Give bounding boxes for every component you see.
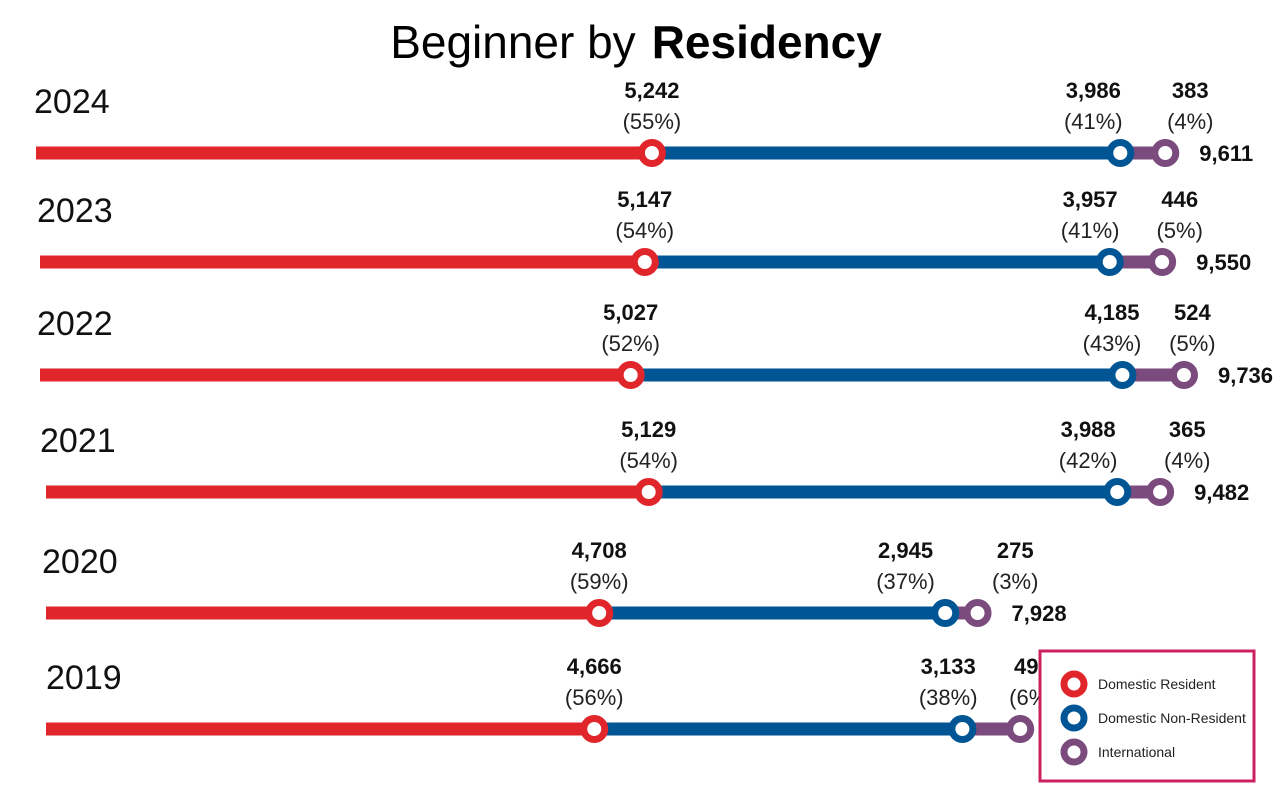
percent-label-domestic-non-resident: (43%) [1083, 331, 1142, 356]
marker-domestic-resident [580, 715, 609, 743]
marker-domestic-non-resident [1108, 361, 1137, 389]
chart-title-emphasis: Residency [652, 16, 883, 68]
percent-label-domestic-non-resident: (38%) [919, 685, 978, 710]
marker-international [1151, 139, 1180, 167]
percent-label-domestic-resident: (55%) [623, 109, 682, 134]
total-label: 7,928 [1012, 601, 1067, 626]
percent-label-domestic-resident: (54%) [615, 218, 674, 243]
total-label: 9,550 [1196, 250, 1251, 275]
value-label-domestic-resident: 5,129 [621, 417, 676, 442]
marker-international [963, 599, 992, 627]
total-label: 9,736 [1218, 363, 1273, 388]
value-label-international: 275 [997, 538, 1034, 563]
year-label: 2022 [37, 305, 113, 343]
row-2021: 2021 5,129 (54%) 3,988 (42%) 365 (4%) 9,482 [40, 417, 1249, 506]
legend-item-domestic-resident: Domestic Resident [1060, 670, 1216, 698]
year-label: 2020 [42, 543, 118, 581]
marker-domestic-non-resident [1095, 248, 1124, 276]
percent-label-international: (5%) [1156, 218, 1202, 243]
percent-label-domestic-non-resident: (42%) [1059, 448, 1118, 473]
percent-label-domestic-resident: (52%) [601, 331, 660, 356]
value-label-domestic-non-resident: 3,133 [921, 654, 976, 679]
row-2023: 2023 5,147 (54%) 3,957 (41%) 446 (5%) 9,550 [37, 187, 1251, 276]
value-label-domestic-resident: 5,242 [624, 78, 679, 103]
percent-label-domestic-non-resident: (37%) [876, 569, 935, 594]
value-label-international: 446 [1161, 187, 1198, 212]
year-label: 2024 [34, 83, 110, 121]
value-label-international: 365 [1169, 417, 1206, 442]
legend-label: Domestic Resident [1098, 676, 1216, 692]
marker-domestic-non-resident [931, 599, 960, 627]
total-label: 9,611 [1199, 141, 1253, 166]
marker-domestic-resident [634, 478, 663, 506]
value-label-international: 524 [1174, 300, 1211, 325]
marker-domestic-resident [585, 599, 614, 627]
marker-domestic-non-resident [948, 715, 977, 743]
marker-international [1006, 715, 1035, 743]
value-label-domestic-resident: 5,027 [603, 300, 658, 325]
marker-international [1148, 248, 1177, 276]
marker-domestic-non-resident [1106, 139, 1135, 167]
percent-label-domestic-resident: (54%) [619, 448, 678, 473]
legend-swatch [1060, 670, 1088, 698]
percent-label-international: (5%) [1169, 331, 1215, 356]
total-label: 9,482 [1194, 480, 1249, 505]
value-label-international: 383 [1172, 78, 1209, 103]
marker-domestic-resident [616, 361, 645, 389]
percent-label-domestic-resident: (59%) [570, 569, 629, 594]
value-label-domestic-resident: 5,147 [617, 187, 672, 212]
marker-domestic-non-resident [1103, 478, 1132, 506]
value-label-domestic-non-resident: 3,986 [1066, 78, 1121, 103]
percent-label-domestic-non-resident: (41%) [1061, 218, 1120, 243]
row-2024: 2024 5,242 (55%) 3,986 (41%) 383 (4%) 9,611 [34, 78, 1253, 167]
legend-swatch [1060, 738, 1088, 766]
legend-item-international: International [1060, 738, 1175, 766]
marker-international [1146, 478, 1175, 506]
chart-legend: Domestic Resident Domestic Non-Resident In… [1038, 649, 1256, 783]
marker-domestic-resident [630, 248, 659, 276]
legend-item-domestic-non-resident: Domestic Non-Resident [1060, 704, 1246, 732]
marker-international [1169, 361, 1198, 389]
value-label-domestic-non-resident: 3,957 [1063, 187, 1118, 212]
percent-label-international: (4%) [1167, 109, 1213, 134]
value-label-domestic-non-resident: 2,945 [878, 538, 933, 563]
value-label-domestic-non-resident: 3,988 [1061, 417, 1116, 442]
marker-domestic-resident [637, 139, 666, 167]
percent-label-domestic-non-resident: (41%) [1064, 109, 1123, 134]
year-label: 2023 [37, 192, 113, 230]
row-2020: 2020 4,708 (59%) 2,945 (37%) 275 (3%) 7,928 [42, 538, 1067, 627]
percent-label-domestic-resident: (56%) [565, 685, 624, 710]
chart-title-prefix: Beginner by [390, 16, 636, 68]
chart-rows: 2024 5,242 (55%) 3,986 (41%) 383 (4%) 9,611 2023… [34, 78, 1273, 743]
value-label-domestic-resident: 4,708 [572, 538, 627, 563]
value-label-domestic-non-resident: 4,185 [1084, 300, 1139, 325]
legend-swatch [1060, 704, 1088, 732]
legend-label: Domestic Non-Resident [1098, 710, 1246, 726]
chart-title: Beginner by Residency [390, 16, 882, 68]
percent-label-international: (4%) [1164, 448, 1210, 473]
value-label-domestic-resident: 4,666 [567, 654, 622, 679]
year-label: 2021 [40, 422, 116, 460]
percent-label-international: (3%) [992, 569, 1038, 594]
year-label: 2019 [46, 659, 122, 697]
row-2022: 2022 5,027 (52%) 4,185 (43%) 524 (5%)9,736 [37, 300, 1273, 389]
legend-label: International [1098, 744, 1175, 760]
